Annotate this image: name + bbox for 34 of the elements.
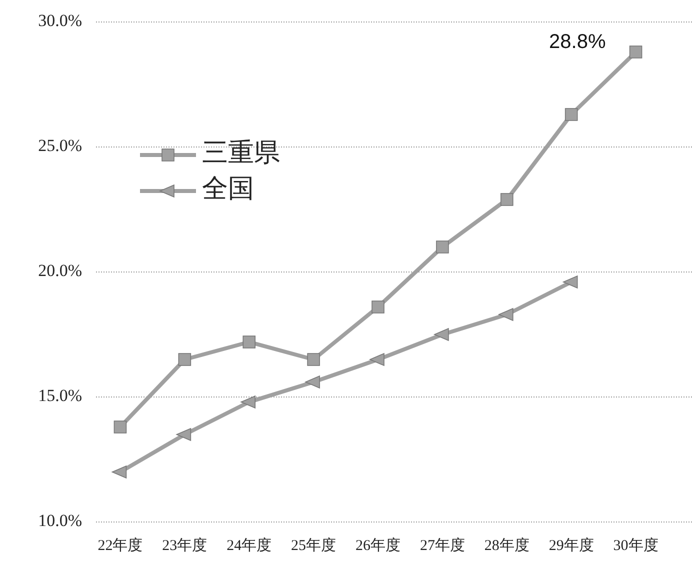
x-tick-label: 23年度 xyxy=(162,537,208,554)
point xyxy=(242,336,256,348)
x-tick-label: 27年度 xyxy=(420,537,465,554)
point xyxy=(372,300,384,314)
point xyxy=(370,353,384,366)
x-tick-label: 22年度 xyxy=(98,537,143,554)
point xyxy=(178,353,192,366)
point xyxy=(112,466,127,478)
x-tick-label: 28年度 xyxy=(484,537,530,554)
legend-label: 三重県 xyxy=(202,138,280,167)
point xyxy=(500,193,514,206)
point xyxy=(436,240,449,254)
point xyxy=(176,428,192,441)
point xyxy=(434,328,449,341)
y-tick-label: 10.0% xyxy=(38,510,82,530)
x-tick-label: 25年度 xyxy=(291,537,336,554)
point xyxy=(114,420,127,434)
annotation: 28.8% xyxy=(549,31,606,53)
x-tick-label: 29年度 xyxy=(548,537,594,554)
y-tick-label: 30.0% xyxy=(38,10,82,30)
point xyxy=(240,396,256,408)
point xyxy=(305,376,320,388)
y-tick-label: 25.0% xyxy=(38,136,82,155)
y-tick-label: 20.0% xyxy=(38,260,82,280)
point xyxy=(307,353,320,366)
point xyxy=(629,46,642,58)
point xyxy=(562,276,578,288)
point xyxy=(564,108,578,121)
x-tick-label: 26年度 xyxy=(356,537,400,554)
point xyxy=(498,308,514,321)
x-tick-label: 30年度 xyxy=(613,537,658,554)
y-tick-label: 15.0% xyxy=(38,386,82,405)
legend-label: 全国 xyxy=(202,174,254,203)
x-tick-label: 24年度 xyxy=(226,537,272,554)
